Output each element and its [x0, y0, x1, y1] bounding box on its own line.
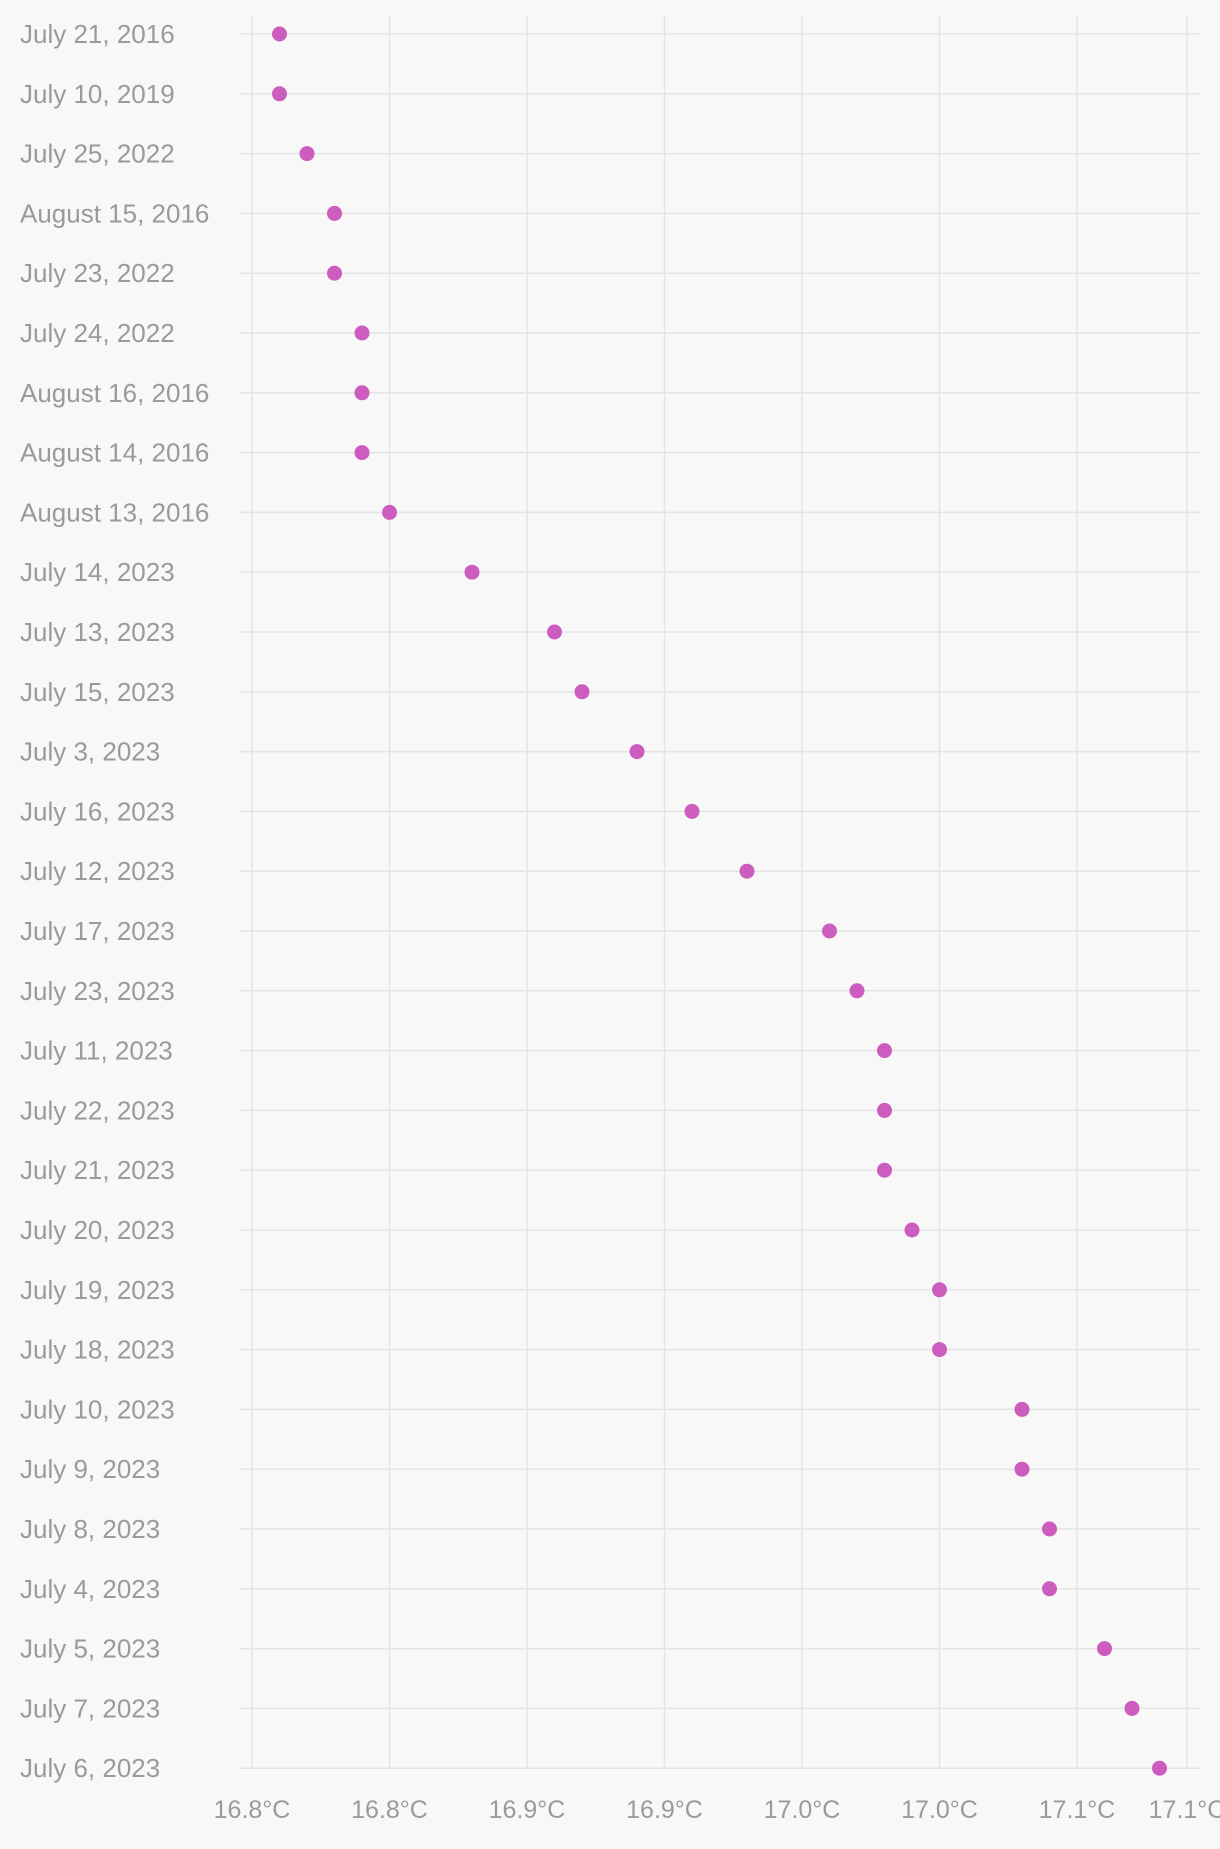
category-label: July 10, 2023 [20, 1394, 175, 1424]
x-tick-label: 17.0°C [901, 1796, 978, 1824]
category-label: July 7, 2023 [20, 1693, 160, 1723]
x-tick-label: 16.9°C [489, 1796, 566, 1824]
x-tick-label: 17.0°C [764, 1796, 841, 1824]
category-label: July 16, 2023 [20, 796, 175, 826]
category-label: July 9, 2023 [20, 1454, 160, 1484]
category-label: July 11, 2023 [20, 1036, 173, 1066]
data-point [629, 744, 645, 760]
category-label: July 5, 2023 [20, 1634, 160, 1664]
category-label: July 15, 2023 [20, 677, 175, 707]
data-point [1097, 1641, 1112, 1657]
data-point [1124, 1700, 1140, 1716]
category-labels: July 21, 2016 July 10, 2019 July 25, 2022 A… [20, 19, 209, 1783]
category-label: August 15, 2016 [20, 198, 209, 228]
data-point [1042, 1521, 1057, 1537]
data-point [1042, 1581, 1057, 1597]
data-point [354, 325, 370, 341]
data-points [272, 26, 1167, 1776]
grid-layer [240, 16, 1200, 1769]
data-point [574, 684, 590, 700]
data-point [354, 445, 370, 461]
category-label: July 3, 2023 [20, 737, 160, 767]
x-tick-label: 16.9°C [626, 1796, 703, 1824]
category-label: July 8, 2023 [20, 1514, 160, 1544]
category-label: July 12, 2023 [20, 856, 175, 886]
data-point [877, 1162, 892, 1178]
category-label: July 6, 2023 [20, 1753, 160, 1783]
x-tick-label: 16.8°C [351, 1796, 428, 1824]
data-point [327, 265, 342, 281]
category-label: July 17, 2023 [20, 916, 175, 946]
category-label: July 21, 2016 [20, 19, 175, 49]
data-point [1152, 1760, 1167, 1776]
data-point [382, 504, 397, 520]
category-label: July 22, 2023 [20, 1095, 175, 1125]
category-label: July 18, 2023 [20, 1335, 175, 1365]
category-label: July 20, 2023 [20, 1215, 175, 1245]
category-label: July 13, 2023 [20, 617, 175, 647]
data-point [684, 803, 700, 819]
x-axis-tick-labels: 16.8°C 16.8°C 16.9°C 16.9°C 17.0°C 17.0°C 17.1… [214, 1796, 1220, 1824]
data-point [327, 205, 342, 221]
data-point [547, 624, 562, 640]
data-point [299, 146, 315, 162]
data-point [739, 863, 755, 879]
data-point [1014, 1461, 1030, 1477]
data-point [272, 26, 287, 42]
category-label: July 4, 2023 [20, 1574, 160, 1604]
category-label: July 21, 2023 [20, 1155, 175, 1185]
data-point [1014, 1401, 1030, 1417]
data-point [932, 1342, 947, 1358]
data-point [464, 564, 480, 580]
category-label: July 14, 2023 [20, 557, 175, 587]
data-point [904, 1222, 920, 1238]
category-label: August 16, 2016 [20, 378, 209, 408]
data-point [932, 1282, 947, 1298]
data-point [877, 1102, 892, 1118]
data-point [849, 983, 865, 999]
data-point [822, 923, 837, 939]
x-tick-label: 17.1°C [1039, 1796, 1116, 1824]
category-label: July 19, 2023 [20, 1275, 175, 1305]
category-label: July 23, 2022 [20, 258, 175, 288]
category-label: July 24, 2022 [20, 318, 175, 348]
x-tick-label: 16.8°C [214, 1796, 291, 1824]
data-point [354, 385, 370, 401]
data-point [877, 1043, 892, 1059]
category-label: July 10, 2019 [20, 79, 175, 109]
category-label: July 23, 2023 [20, 976, 175, 1006]
x-tick-label: 17.1°C [1149, 1796, 1220, 1824]
data-point [272, 86, 287, 102]
category-label: August 14, 2016 [20, 438, 209, 468]
category-label: July 25, 2022 [20, 139, 175, 169]
category-label: August 13, 2016 [20, 497, 209, 527]
